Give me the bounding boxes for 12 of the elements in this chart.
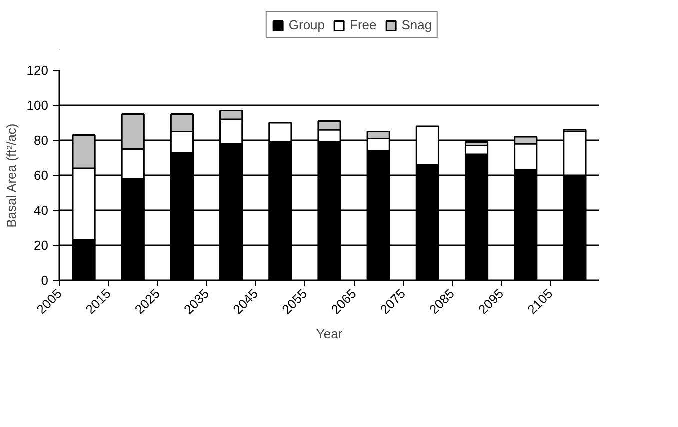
y-tick-label: 100	[26, 98, 49, 113]
y-tick-label: 80	[34, 133, 49, 148]
legend-label: Group	[288, 18, 326, 32]
y-tick-label: 40	[34, 203, 49, 218]
y-tick-label: 60	[34, 168, 49, 183]
y-axis-title: Basal Area (ft²/ac)	[4, 124, 19, 228]
legend-label: Snag	[402, 18, 432, 32]
y-tick-label: 0	[41, 273, 49, 288]
y-tick-label: 120	[26, 63, 49, 78]
y-tick-label: 20	[34, 238, 49, 253]
x-axis-title: Year	[316, 326, 344, 342]
legend-label: Free	[350, 18, 377, 32]
